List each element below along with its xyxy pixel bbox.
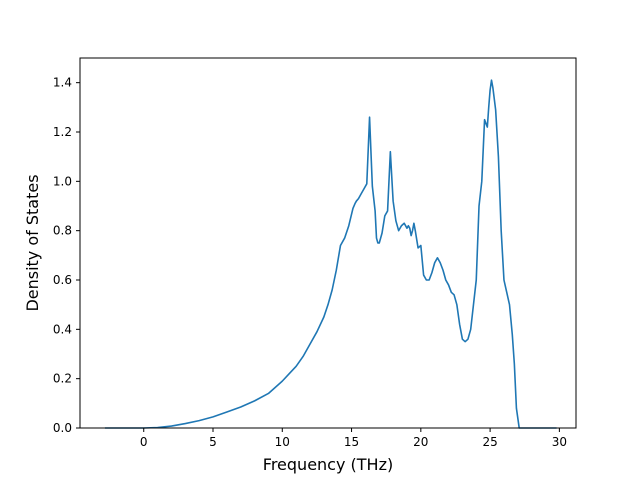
x-tick-label: 25 [482,435,497,449]
y-tick-label: 1.2 [53,125,72,139]
y-tick-label: 0.4 [53,322,72,336]
plot-frame [79,57,577,429]
x-axis-ticks: 0 5 10 15 20 25 30 [140,428,567,449]
x-tick-label: 30 [552,435,567,449]
y-tick-label: 0.0 [53,421,72,435]
y-tick-label: 0.6 [53,273,72,287]
x-tick-label: 20 [413,435,428,449]
x-tick-label: 5 [209,435,217,449]
y-tick-label: 1.4 [53,76,72,90]
dos-series-line [104,79,557,429]
series-layer [104,79,557,429]
y-tick-label: 0.2 [53,372,72,386]
y-axis-label: Density of States [23,174,42,311]
x-tick-label: 15 [344,435,359,449]
y-tick-label: 0.8 [53,224,72,238]
y-axis-ticks: 0.0 0.2 0.4 0.6 0.8 1.0 1.2 1.4 [53,76,80,435]
y-tick-label: 1.0 [53,174,72,188]
x-tick-label: 0 [140,435,148,449]
x-tick-label: 10 [275,435,290,449]
x-axis-label: Frequency (THz) [263,455,393,474]
